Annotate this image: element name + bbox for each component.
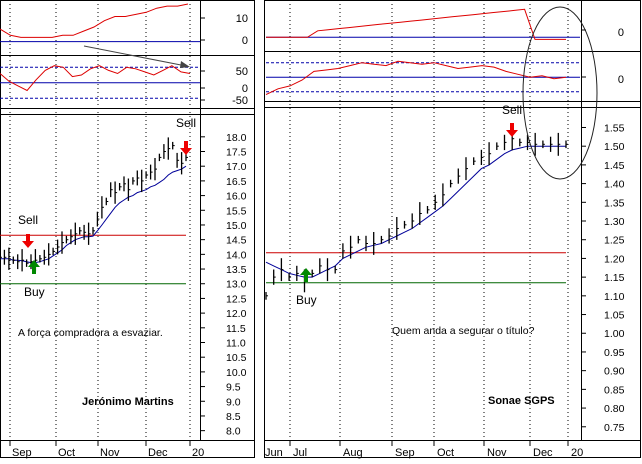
right-commentary-text: Quem anda a segurar o título? xyxy=(392,325,535,337)
left-sell-label-1: Sell xyxy=(18,213,38,227)
left-mid-oscillator-line xyxy=(0,65,191,92)
left-buy-label: Buy xyxy=(24,285,45,299)
left-price-ytick-label: 11.0 xyxy=(226,338,246,350)
right-moving-average-line xyxy=(265,145,566,278)
left-trend-arrow-line xyxy=(83,45,187,67)
right-xtick-label: Jul xyxy=(293,447,307,459)
left-price-ytick-label: 11.5 xyxy=(226,323,246,335)
left-price-ytick-label: 16.5 xyxy=(226,176,247,188)
left-price-ytick-label: 14.0 xyxy=(226,249,247,261)
left-buy-arrow xyxy=(28,260,40,274)
right-xtick-label: Jun xyxy=(265,447,283,459)
left-mid-ytick-label: 50 xyxy=(236,66,248,78)
right-price-ytick-label: 0.95 xyxy=(604,347,625,359)
left-price-ytick-label: 13.5 xyxy=(226,264,247,276)
left-sell-label-2: Sell xyxy=(176,116,196,130)
left-xtick-label: Oct xyxy=(58,447,75,459)
left-price-ytick-label: 12.5 xyxy=(226,293,247,305)
left-price-ytick-label: 17.0 xyxy=(226,161,247,173)
left-price-ytick-label: 9.0 xyxy=(226,396,241,408)
right-price-ytick-label: 1.45 xyxy=(604,160,625,172)
left-price-ytick-label: 13.0 xyxy=(226,279,247,291)
left-chart-title: Jerónimo Martins xyxy=(82,396,174,408)
left-price-ytick-label: 8.5 xyxy=(226,411,241,423)
left-price-ytick-label: 10.0 xyxy=(226,367,247,379)
right-price-ytick-label: 1.10 xyxy=(604,291,625,303)
right-price-ytick-label: 1.15 xyxy=(604,272,625,284)
right-price-ytick-label: 1.05 xyxy=(604,310,625,322)
right-chart-title: Sonae SGPS xyxy=(488,395,555,407)
right-price-ytick-label: 1.00 xyxy=(604,328,625,340)
left-price-ytick-label: 9.5 xyxy=(226,382,241,394)
right-price-ytick-label: 1.25 xyxy=(604,235,625,247)
right-highlight-ellipse xyxy=(522,6,598,180)
left-top-ytick-label: 10 xyxy=(236,13,248,25)
right-buy-arrow xyxy=(300,268,312,282)
right-price-ytick-label: 1.50 xyxy=(604,141,625,153)
right-xtick-label: 20 xyxy=(571,447,583,459)
right-top-oscillator-line xyxy=(266,8,566,40)
right-top-ytick-label: 0 xyxy=(618,27,624,39)
left-sell-arrow-1 xyxy=(22,234,34,248)
right-xtick-label: Aug xyxy=(343,447,363,459)
right-price-ytick-label: 1.20 xyxy=(604,253,625,265)
right-price-ytick-label: 1.35 xyxy=(604,197,625,209)
right-xtick-label: Nov xyxy=(487,447,507,459)
right-price-ytick-label: 0.80 xyxy=(604,403,625,415)
left-mid-ytick-label: -50 xyxy=(232,95,248,107)
left-price-ytick-label: 14.5 xyxy=(226,235,247,247)
left-price-ytick-label: 15.0 xyxy=(226,220,247,232)
left-top-oscillator-line xyxy=(0,3,189,38)
left-xtick-label: Nov xyxy=(100,447,120,459)
right-mid-ytick-label: 0 xyxy=(618,74,624,86)
right-price-ytick-label: 1.40 xyxy=(604,179,625,191)
right-sell-label: Sell xyxy=(502,103,522,117)
left-price-ytick-label: 18.0 xyxy=(226,132,247,144)
left-price-ytick-label: 10.5 xyxy=(226,352,247,364)
left-price-ytick-label: 8.0 xyxy=(226,426,241,438)
right-xtick-label: Sep xyxy=(395,447,415,459)
left-chart-frame xyxy=(0,0,255,458)
left-price-ytick-label: 16.0 xyxy=(226,191,247,203)
left-xtick-label: Dec xyxy=(148,447,168,459)
right-chart-frame xyxy=(264,0,641,458)
left-xtick-label: Sep xyxy=(12,447,32,459)
right-price-ytick-label: 0.90 xyxy=(604,366,625,378)
left-price-ytick-label: 17.5 xyxy=(226,147,247,159)
left-xtick-label: 20 xyxy=(192,447,204,459)
left-mid-ytick-label: 0 xyxy=(242,83,248,95)
right-price-ytick-label: 0.85 xyxy=(604,384,625,396)
left-trend-arrow-head xyxy=(180,61,190,68)
right-xtick-label: Oct xyxy=(437,447,454,459)
left-price-ytick-label: 12.0 xyxy=(226,308,247,320)
left-sell-arrow-2 xyxy=(180,141,192,155)
right-mid-oscillator-line xyxy=(265,60,567,96)
left-commentary-text: A força compradora a esvaziar. xyxy=(18,327,163,339)
left-top-ytick-label: 0 xyxy=(242,35,248,47)
right-sell-arrow xyxy=(506,123,518,137)
right-price-ytick-label: 1.55 xyxy=(604,122,625,134)
right-price-ytick-label: 0.75 xyxy=(604,422,625,434)
left-price-ytick-label: 15.5 xyxy=(226,205,247,217)
right-xtick-label: Dec xyxy=(533,447,553,459)
right-price-ytick-label: 1.30 xyxy=(604,216,625,228)
right-buy-label: Buy xyxy=(296,293,317,307)
